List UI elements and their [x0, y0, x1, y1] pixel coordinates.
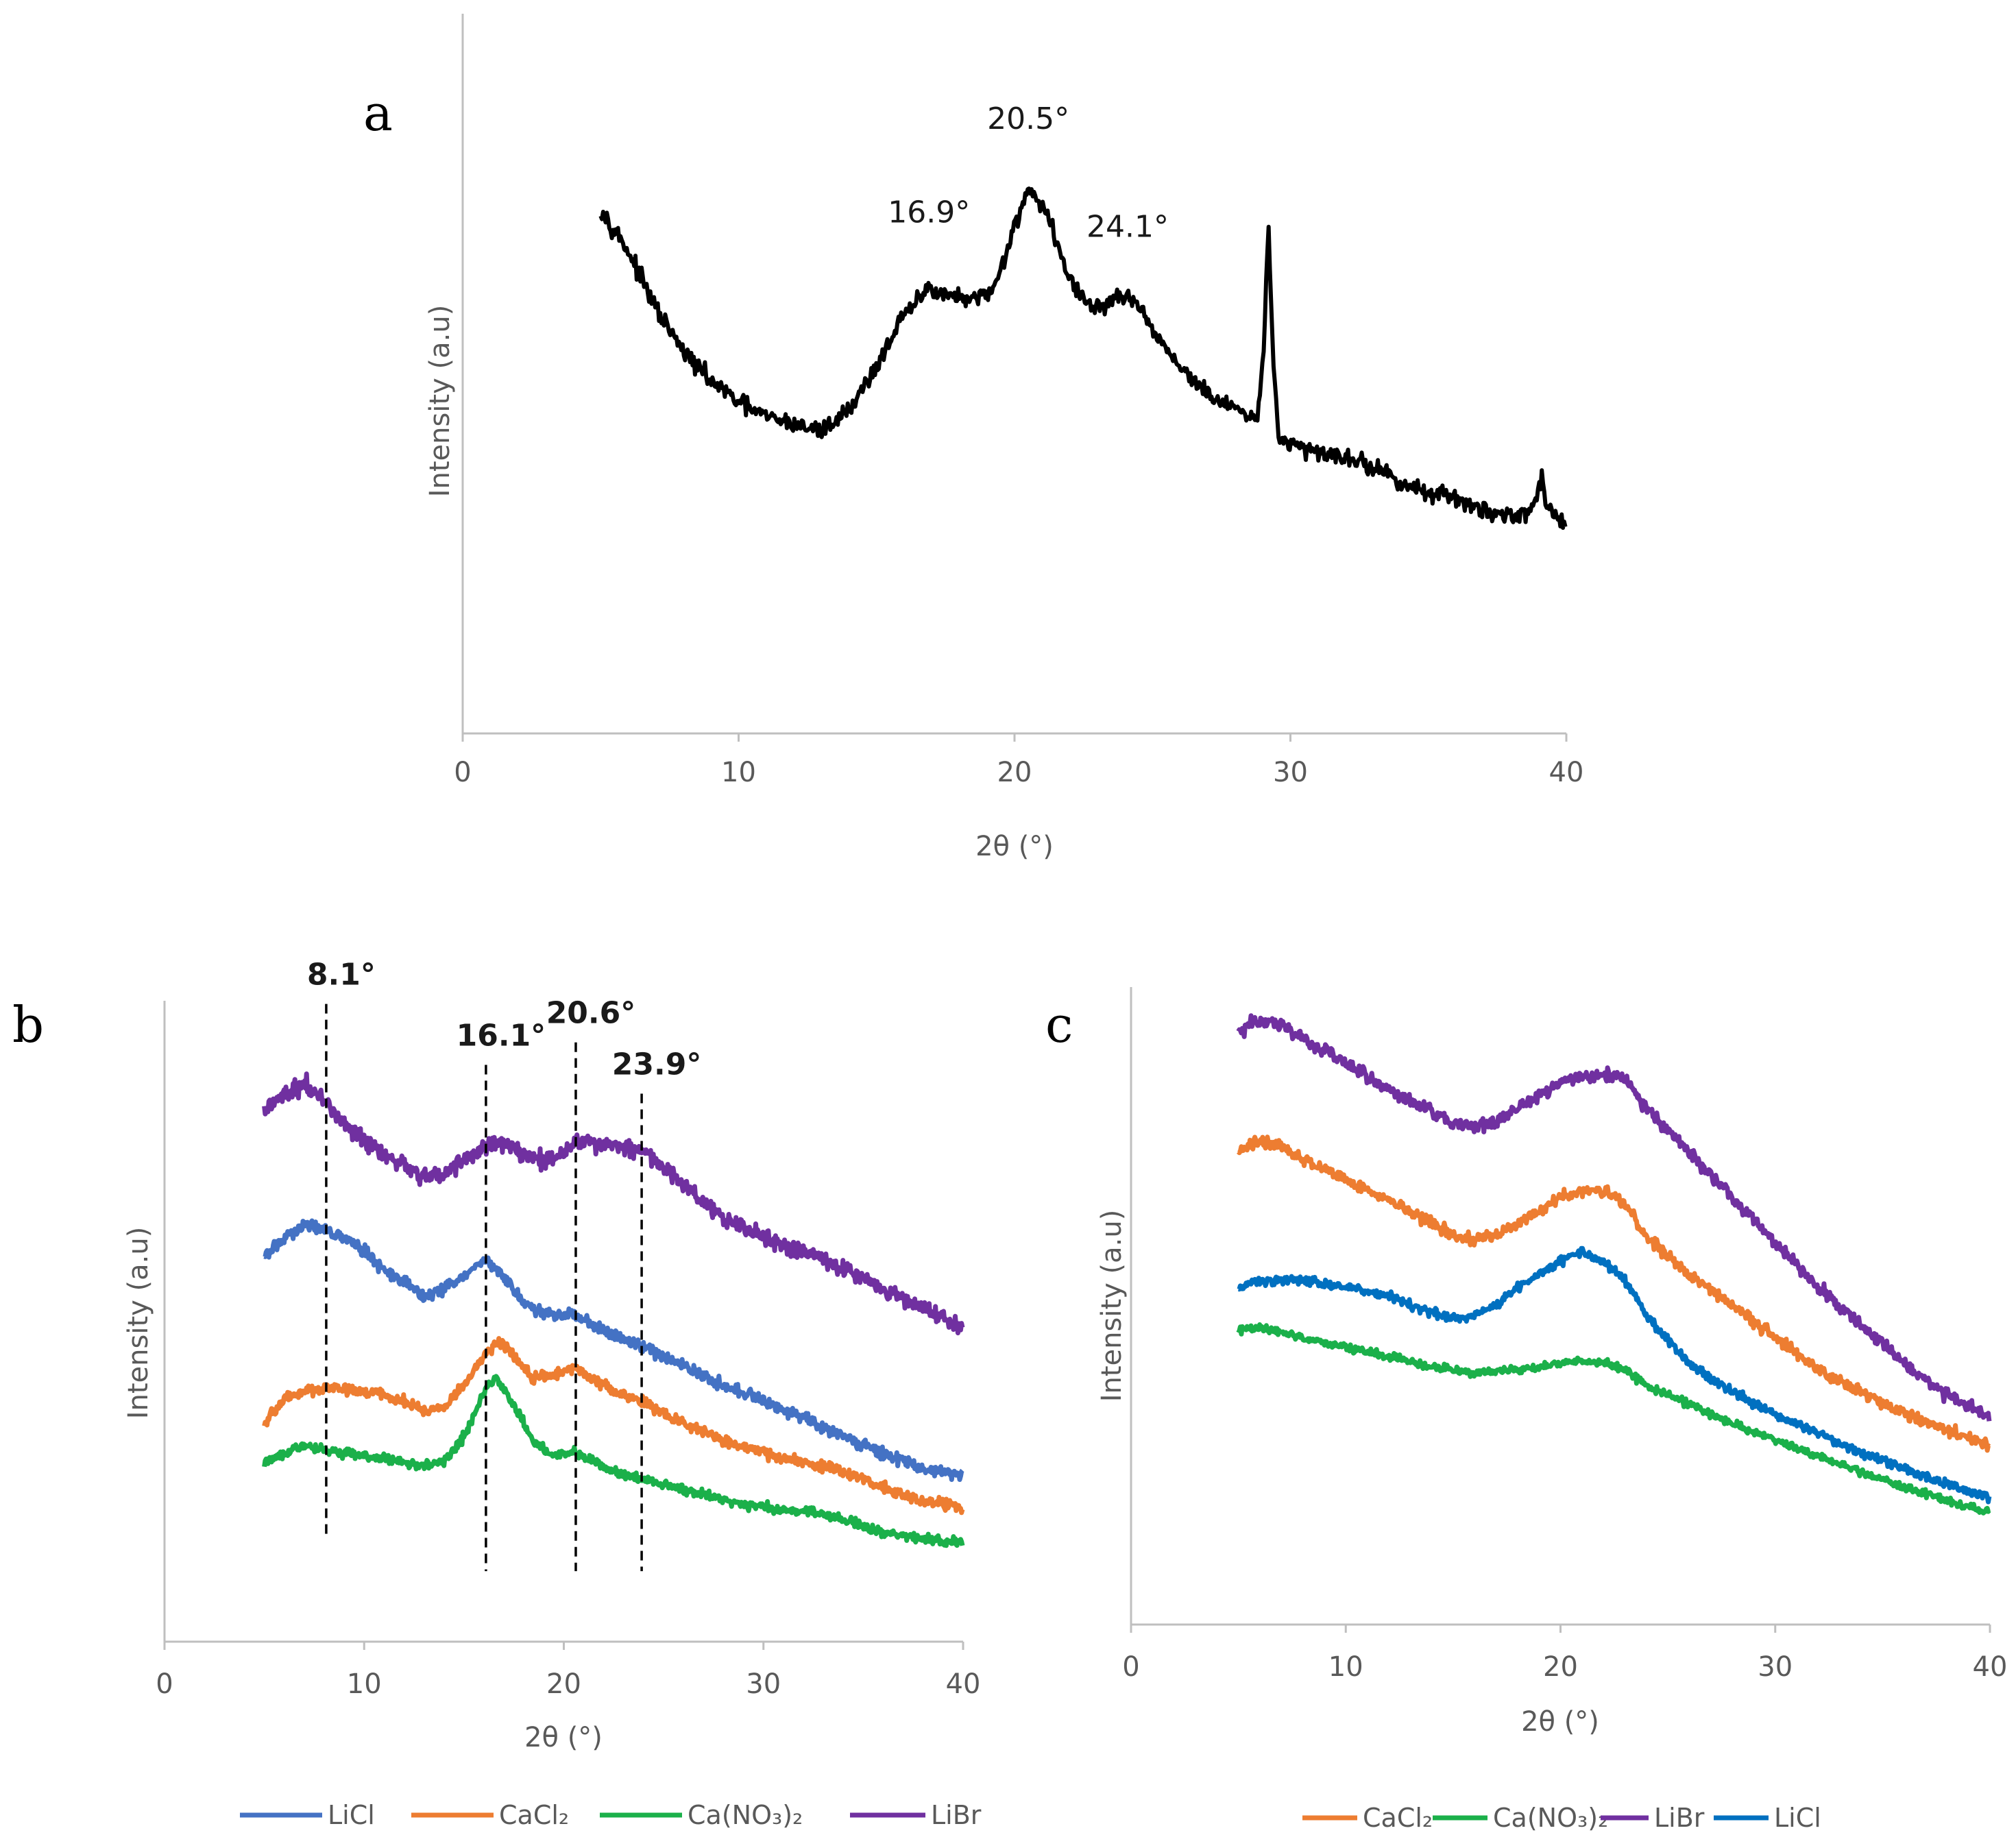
legend-label: Ca(NO₃)₂ — [688, 1800, 803, 1830]
legend-label: LiCl — [1774, 1803, 1821, 1833]
x-tick-label: 40 — [1549, 757, 1584, 788]
x-tick-label: 20 — [997, 757, 1032, 788]
legend-label: LiBr — [931, 1800, 982, 1830]
peak-label: 16.9° — [888, 195, 970, 230]
panel-c: c 0 10 20 30 40 2θ (°) Intensity (a.u) CaCl₂… — [1045, 987, 2007, 1833]
panel-c-y-axis-title: Intensity (a.u) — [1096, 1210, 1128, 1402]
legend-label: LiCl — [328, 1800, 375, 1830]
panel-a-annotations: 16.9° 20.5° 24.1° — [888, 101, 1169, 245]
panel-c-legend: CaCl₂ Ca(NO₃)₂ LiBr LiCl — [1302, 1803, 1821, 1833]
series-line-3 — [1236, 1013, 1992, 1422]
panel-c-series — [1236, 1013, 1992, 1516]
x-tick-label: 20 — [1543, 1651, 1578, 1683]
panel-c-letter: c — [1045, 996, 1073, 1054]
legend-label: Ca(NO₃)₂ — [1493, 1803, 1608, 1833]
legend-label: LiBr — [1654, 1803, 1705, 1833]
panel-a-series — [598, 186, 1568, 530]
series-line-3 — [262, 1374, 965, 1548]
panel-a-x-tick-labels: 0 10 20 30 40 — [454, 757, 1583, 788]
panel-b-series — [262, 1071, 965, 1548]
peak-label: 16.1° — [457, 1018, 546, 1053]
panel-a-y-axis-title: Intensity (a.u) — [424, 305, 456, 498]
x-tick-label: 40 — [946, 1668, 981, 1700]
panel-c-x-ticks — [1130, 1625, 1991, 1633]
x-tick-label: 30 — [1273, 757, 1308, 788]
x-tick-label: 30 — [746, 1668, 781, 1700]
panel-b-x-tick-labels: 0 10 20 30 40 — [156, 1668, 980, 1700]
x-tick-label: 10 — [347, 1668, 382, 1700]
series-line-2 — [262, 1336, 965, 1516]
series-line-4 — [1237, 1245, 1992, 1505]
peak-label: 23.9° — [612, 1047, 702, 1082]
x-tick-label: 30 — [1758, 1651, 1793, 1683]
panel-c-x-axis-title: 2θ (°) — [1521, 1706, 1599, 1738]
peak-label: 24.1° — [1086, 210, 1169, 245]
panel-b-annotations: 8.1° 16.1°20.6° 23.9° — [307, 958, 701, 1572]
x-tick-label: 10 — [1328, 1651, 1363, 1683]
x-tick-label: 0 — [454, 757, 471, 788]
peak-label: 20.5° — [987, 101, 1069, 136]
panel-a: a 0 10 20 30 40 16.9° 20.5° 24.1° 2θ (°) Inten… — [363, 14, 1583, 862]
series-line-1 — [598, 186, 1568, 530]
x-tick-label: 20 — [546, 1668, 581, 1700]
legend-label: CaCl₂ — [499, 1800, 569, 1830]
x-tick-label: 10 — [721, 757, 756, 788]
x-tick-label: 0 — [1122, 1651, 1139, 1683]
panel-c-x-tick-labels: 0 10 20 30 40 — [1122, 1651, 2007, 1683]
x-tick-label: 0 — [156, 1668, 173, 1700]
peak-label: 8.1° — [307, 958, 376, 993]
legend-label: CaCl₂ — [1363, 1803, 1433, 1833]
series-line-2 — [1236, 1322, 1991, 1516]
series-line-4 — [262, 1071, 965, 1336]
series-line-1 — [1237, 1134, 1991, 1453]
panel-b-y-axis-title: Intensity (a.u) — [123, 1227, 154, 1420]
panel-b-x-axis-title: 2θ (°) — [524, 1722, 603, 1753]
panel-b-legend: LiCl CaCl₂ Ca(NO₃)₂ LiBr — [240, 1800, 982, 1830]
series-line-1 — [263, 1218, 964, 1482]
panel-b: b 0 10 20 30 40 8.1° 16.1°20.6° 23.9° 2θ (°) I… — [12, 958, 982, 1830]
x-tick-label: 40 — [1973, 1651, 2008, 1683]
panel-a-x-axis-title: 2θ (°) — [975, 831, 1054, 862]
panel-a-x-ticks — [461, 733, 1568, 742]
panel-a-letter: a — [363, 84, 393, 142]
panel-b-letter: b — [12, 996, 44, 1054]
panel-b-x-ticks — [163, 1642, 964, 1650]
peak-label: 20.6° — [546, 996, 636, 1031]
